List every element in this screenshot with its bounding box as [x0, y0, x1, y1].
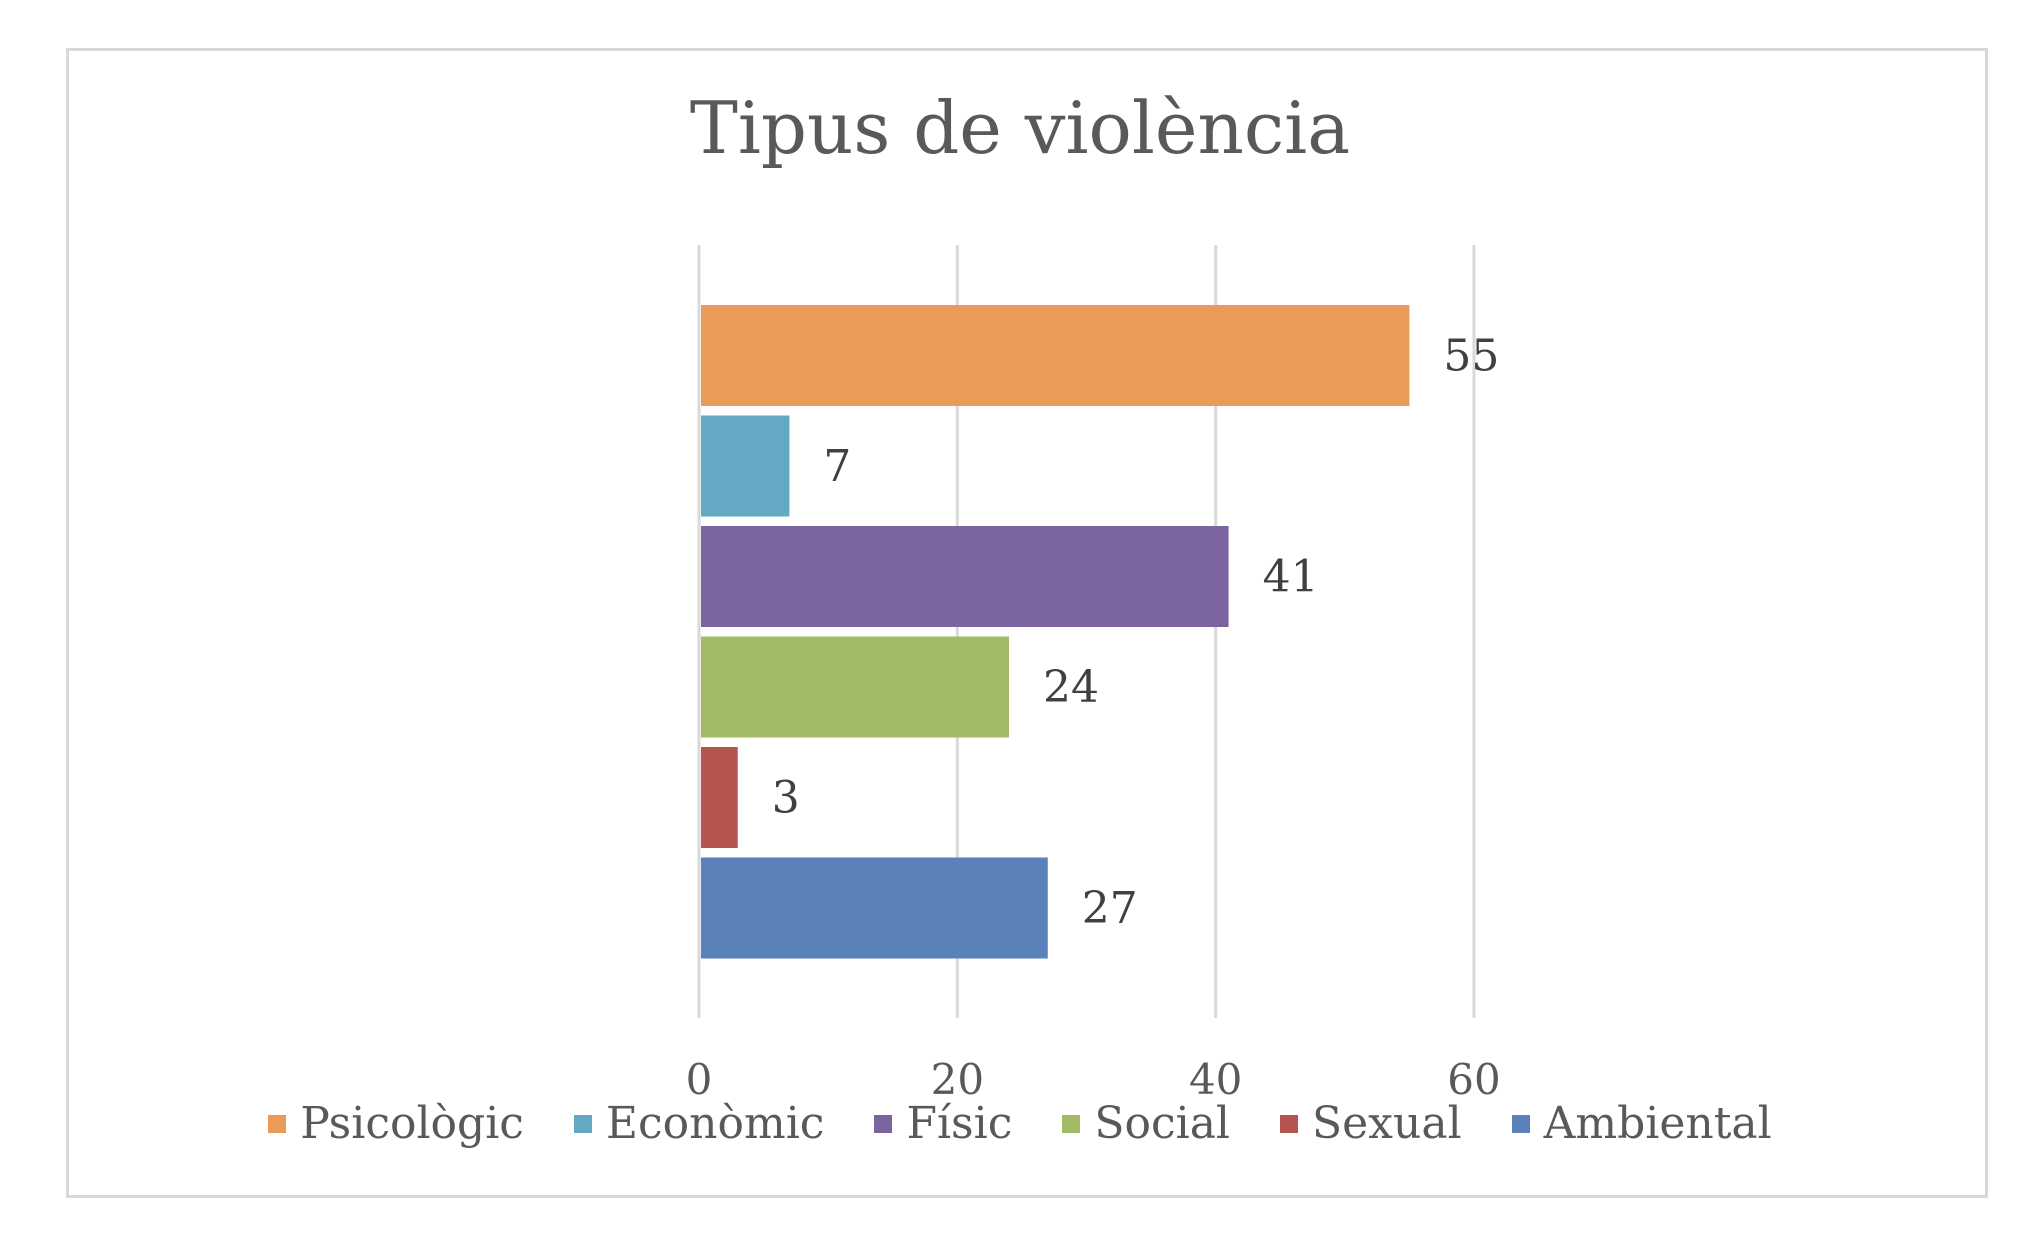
legend-label: Social [1094, 1098, 1230, 1149]
legend-swatch [573, 1114, 592, 1133]
legend-swatch [1511, 1114, 1530, 1133]
legend-item: Psicològic [268, 1098, 524, 1149]
legend-label: Sexual [1312, 1098, 1462, 1149]
legend-item: Social [1062, 1098, 1230, 1149]
legend-label: Econòmic [605, 1098, 825, 1149]
chart-title: Tipus de violència [689, 86, 1351, 170]
x-tick-label: 0 [686, 1055, 713, 1104]
data-label: 27 [1082, 883, 1138, 934]
data-labels: 55 7 41 24 3 27 [772, 331, 1500, 935]
bar-2 [701, 415, 790, 517]
data-label: 24 [1043, 662, 1099, 713]
legend-label: Ambiental [1543, 1098, 1772, 1149]
bar-5 [701, 747, 738, 848]
legend-item: Sexual [1280, 1098, 1462, 1149]
x-tick-label: 60 [1447, 1055, 1500, 1104]
data-label: 55 [1443, 331, 1499, 382]
legend-label: Psicològic [300, 1098, 524, 1149]
bar-3 [701, 526, 1229, 627]
data-label: 41 [1263, 552, 1319, 603]
bar-6 [701, 857, 1048, 959]
x-tick-label: 20 [931, 1055, 984, 1104]
bars [701, 305, 1410, 959]
legend-item: Físic [874, 1098, 1012, 1149]
x-tick-label: 40 [1189, 1055, 1242, 1104]
legend-swatch [1280, 1114, 1298, 1133]
legend-item: Econòmic [573, 1098, 825, 1149]
legend: Psicològic Econòmic Físic Social Sexual Ambie… [0, 1098, 2040, 1149]
legend-item: Ambiental [1511, 1098, 1772, 1149]
legend-swatch [874, 1114, 893, 1133]
data-label: 7 [823, 441, 851, 492]
data-label: 3 [772, 773, 800, 824]
x-axis-ticks: 0 20 40 60 [686, 1055, 1501, 1104]
legend-swatch [268, 1114, 287, 1133]
legend-label: Físic [906, 1098, 1013, 1149]
legend-swatch [1062, 1114, 1081, 1133]
bar-4 [701, 636, 1009, 738]
bar-1 [701, 305, 1410, 406]
